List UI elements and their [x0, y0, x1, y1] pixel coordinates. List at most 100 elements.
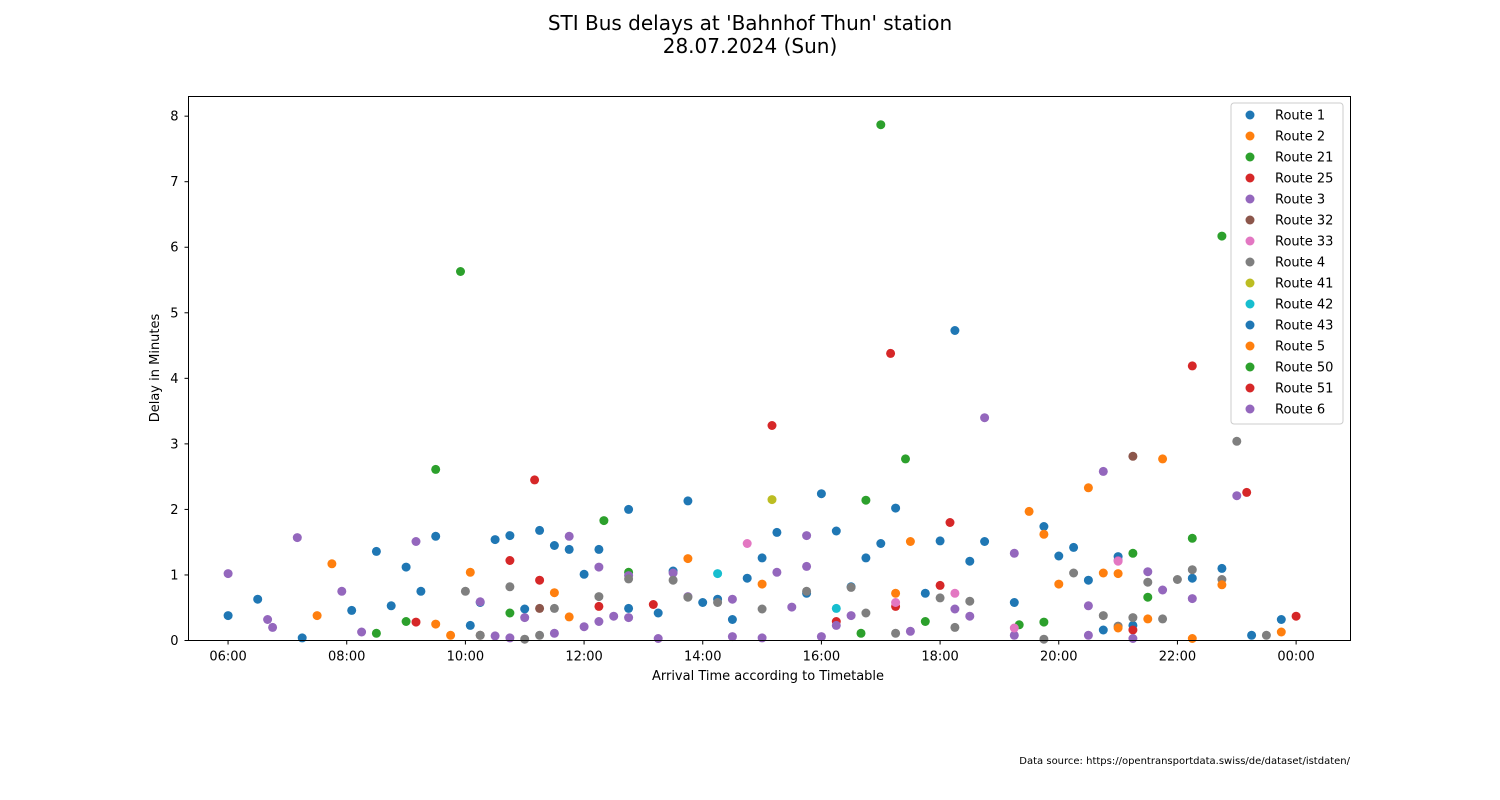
data-point	[609, 611, 619, 621]
data-point	[861, 495, 871, 505]
data-point	[1187, 533, 1197, 543]
x-tick-label: 00:00	[1277, 650, 1314, 665]
legend-label: Route 42	[1275, 298, 1333, 313]
data-point	[891, 598, 901, 607]
data-point	[253, 594, 263, 604]
data-point	[945, 518, 955, 527]
data-point	[1098, 466, 1108, 476]
data-point	[1276, 627, 1286, 637]
data-point	[431, 619, 441, 629]
data-point	[1128, 548, 1138, 558]
data-point	[965, 556, 975, 566]
data-point	[856, 628, 866, 638]
legend-marker	[1245, 215, 1255, 225]
data-point	[861, 608, 871, 618]
data-point	[535, 630, 545, 640]
data-point	[816, 632, 826, 642]
data-point	[757, 579, 767, 589]
data-point	[520, 604, 530, 614]
data-point	[1187, 634, 1197, 643]
data-point	[549, 588, 559, 598]
y-tick-label: 7	[170, 175, 178, 190]
data-point	[876, 120, 886, 130]
data-point	[530, 475, 540, 485]
data-point	[327, 559, 337, 569]
data-point	[1158, 454, 1168, 464]
data-point	[357, 627, 367, 637]
x-axis-label: Arrival Time according to Timetable	[652, 669, 884, 684]
y-axis-label: Delay in Minutes	[148, 313, 163, 422]
data-point	[312, 611, 322, 621]
data-point	[816, 489, 826, 499]
data-point	[624, 504, 634, 514]
x-tick-label: 10:00	[447, 650, 484, 665]
legend-marker	[1245, 278, 1255, 288]
data-point	[920, 588, 930, 598]
data-point	[802, 531, 812, 541]
data-point	[268, 622, 278, 632]
legend-box	[1230, 102, 1344, 425]
data-point	[891, 588, 901, 598]
data-point	[599, 516, 609, 526]
data-point	[1039, 634, 1049, 644]
data-point	[767, 495, 777, 505]
data-point	[505, 633, 515, 643]
data-point	[475, 597, 485, 607]
x-tick-label: 18:00	[921, 650, 958, 665]
data-point	[460, 586, 470, 596]
data-point	[465, 567, 475, 577]
data-point	[1291, 611, 1301, 621]
data-point	[802, 561, 812, 571]
legend-label: Route 5	[1275, 340, 1325, 355]
y-tick-label: 0	[170, 634, 178, 649]
data-source-note: Data source: https://opentransportdata.s…	[1019, 756, 1350, 767]
data-point	[876, 539, 886, 548]
x-axis-ticks: 06:00 08:00 10:00 12:00 14:00 16:00 18:00 20:00…	[209, 640, 1315, 665]
data-point	[1024, 506, 1034, 516]
data-point	[431, 464, 441, 474]
data-point	[416, 586, 426, 596]
data-point	[950, 326, 960, 335]
data-point	[1113, 556, 1123, 566]
data-point	[1009, 630, 1019, 640]
data-point	[1143, 577, 1153, 587]
data-point	[594, 617, 604, 626]
data-point	[1083, 575, 1093, 585]
y-tick-label: 4	[170, 372, 178, 387]
data-point	[683, 592, 693, 602]
data-point	[1143, 614, 1153, 624]
data-point	[891, 503, 901, 513]
data-point	[1039, 522, 1049, 531]
data-point	[292, 533, 302, 543]
data-point	[1128, 634, 1138, 643]
data-point	[831, 526, 841, 536]
data-point	[757, 633, 767, 643]
legend-marker	[1245, 173, 1255, 183]
data-point	[371, 546, 381, 556]
data-point	[564, 531, 574, 541]
data-point	[223, 569, 233, 579]
data-point	[431, 531, 441, 541]
data-point	[698, 598, 708, 607]
legend-marker	[1245, 383, 1255, 393]
data-point	[683, 496, 693, 506]
data-point	[1098, 568, 1108, 578]
legend-marker	[1245, 404, 1255, 414]
data-point	[1009, 623, 1019, 633]
legend-label: Route 21	[1275, 151, 1333, 166]
data-point	[624, 574, 634, 584]
data-point	[579, 622, 589, 632]
data-point	[520, 613, 530, 623]
data-point	[594, 601, 604, 611]
legend-label: Route 51	[1275, 382, 1333, 397]
data-point	[1098, 611, 1108, 621]
data-point	[297, 633, 307, 643]
data-point	[935, 593, 945, 603]
y-tick-label: 8	[170, 110, 178, 125]
data-point	[886, 348, 896, 358]
data-point	[1039, 617, 1049, 627]
data-point	[1232, 491, 1242, 501]
data-point	[1158, 614, 1168, 624]
y-tick-label: 5	[170, 306, 178, 321]
